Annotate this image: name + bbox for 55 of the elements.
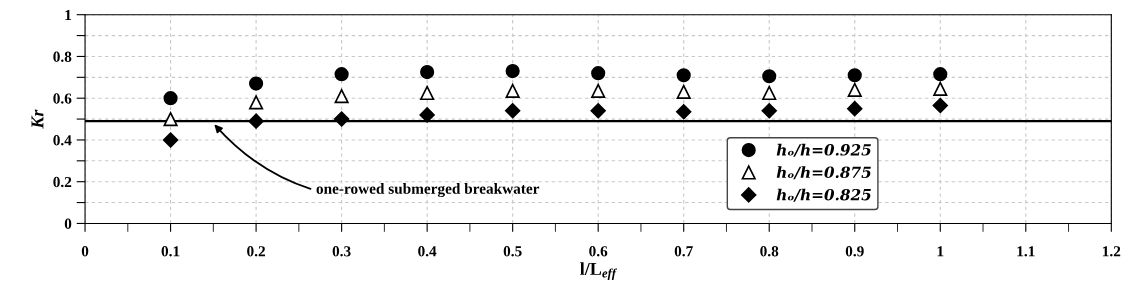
x-tick-label: 0.6 [589, 246, 608, 257]
x-tick-label: 0.4 [418, 246, 437, 257]
point [505, 83, 520, 98]
x-tick-label: 1 [937, 246, 944, 257]
point [933, 81, 948, 96]
point [847, 82, 862, 97]
y-tick-label: 0.6 [53, 93, 72, 104]
point [933, 67, 948, 82]
y-tick-label: 0.4 [53, 135, 72, 146]
point [676, 84, 691, 100]
point [249, 76, 264, 91]
x-axis-title: l/L$_{eff}$ [580, 262, 618, 280]
point [591, 83, 606, 98]
point [162, 132, 179, 148]
y-axis-title: Kr [31, 109, 44, 129]
legend-label: hₒ/h=0.875 [776, 166, 871, 180]
point [762, 85, 777, 101]
point [334, 67, 349, 82]
point [591, 66, 606, 81]
x-tick-label: 0.5 [503, 246, 522, 257]
point [163, 91, 178, 106]
point [847, 100, 863, 117]
point [420, 65, 435, 80]
point [590, 103, 606, 119]
point [334, 89, 349, 104]
x-tick-label: 0.1 [161, 246, 180, 257]
point [761, 103, 777, 119]
y-tick-label: 0.8 [53, 51, 72, 62]
point [932, 97, 948, 114]
point [419, 107, 435, 123]
x-tick-label: 1.1 [1017, 246, 1035, 257]
x-tick-label: 0 [81, 246, 89, 257]
point [248, 113, 264, 129]
y-tick-label: 1 [65, 9, 72, 20]
point [675, 104, 692, 120]
x-tick-label: 1.2 [1103, 246, 1121, 257]
legend-label: hₒ/h=0.925 [776, 143, 871, 157]
annotation: one-rowed submerged breakwater [316, 183, 540, 198]
x-tick-label: 0.7 [674, 246, 693, 257]
x-tick-label: 0.3 [332, 246, 351, 257]
point [762, 69, 777, 84]
legend-label: hₒ/h=0.825 [776, 188, 871, 202]
point [676, 68, 691, 83]
point [847, 68, 862, 83]
point [249, 95, 264, 110]
y-tick-label: 0.2 [53, 176, 72, 188]
x-tick-label: 0.9 [845, 246, 864, 257]
point [333, 111, 350, 127]
x-tick-label: 0.8 [760, 246, 779, 257]
point [505, 63, 520, 79]
point [420, 85, 435, 101]
point [163, 111, 178, 127]
x-tick-label: 0.2 [247, 246, 265, 257]
point [504, 103, 521, 119]
y-tick-label: 0 [64, 218, 72, 229]
